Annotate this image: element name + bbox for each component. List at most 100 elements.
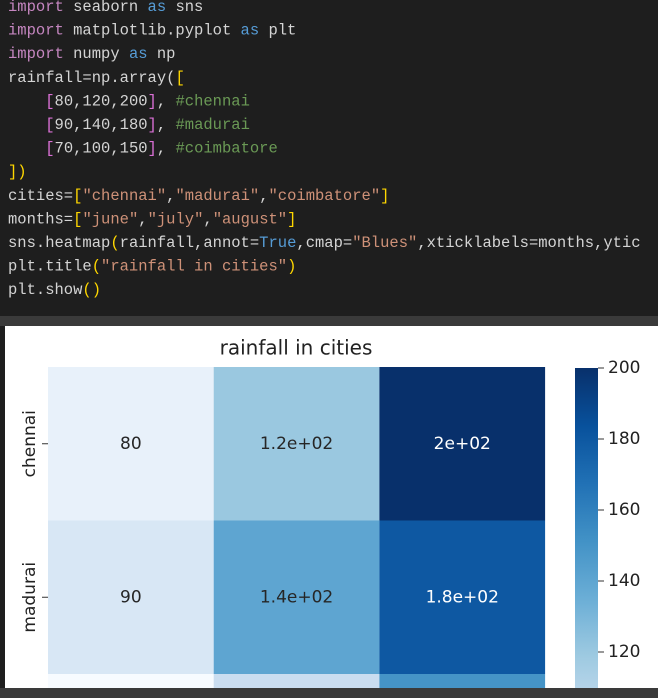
code-token: numpy xyxy=(64,45,129,63)
heatmap-cell xyxy=(48,674,214,688)
code-token: import xyxy=(8,45,64,63)
heatmap-cell xyxy=(213,367,380,521)
y-tick-label: chennai xyxy=(20,410,40,477)
code-token: [ xyxy=(45,92,54,110)
code-token: ,xticklabels=months,ytic xyxy=(417,234,640,252)
cell-label: 1.2e+02 xyxy=(260,434,333,454)
code-line: import matplotlib.pyplot as plt xyxy=(8,22,296,40)
heatmap-cell xyxy=(379,520,546,674)
code-token: ] xyxy=(148,140,157,158)
code-token xyxy=(8,140,45,158)
code-line: cities=["chennai","madurai","coimbatore"… xyxy=(8,187,389,205)
code-token: "coimbatore" xyxy=(269,187,381,205)
chart-title: rainfall in cities xyxy=(220,336,373,360)
code-token: np xyxy=(148,45,176,63)
code-line: rainfall=np.array([ xyxy=(8,69,185,87)
cell-label: 1.8e+02 xyxy=(426,587,499,607)
colorbar-tick-label: 120 xyxy=(608,642,640,662)
code-token: as xyxy=(241,22,260,40)
code-token: #madurai xyxy=(175,116,249,134)
code-token: "rainfall in cities" xyxy=(101,258,287,276)
code-token: import xyxy=(8,0,64,16)
code-token: () xyxy=(82,281,101,299)
code-token xyxy=(8,92,45,110)
code-line: plt.show() xyxy=(8,281,101,299)
code-token: , xyxy=(203,210,212,228)
code-line: months=["june","july","august"] xyxy=(8,210,296,228)
colorbar-tick-label: 140 xyxy=(608,571,640,591)
colorbar xyxy=(575,368,598,698)
code-token: ,cmap= xyxy=(296,234,352,252)
output-divider xyxy=(0,316,658,326)
code-token: ] xyxy=(148,116,157,134)
code-line: [70,100,150], #coimbatore xyxy=(8,140,278,158)
output-footer xyxy=(0,688,658,698)
code-token: plt.show xyxy=(8,281,83,299)
code-token: #chennai xyxy=(175,92,249,110)
code-token: seaborn xyxy=(64,0,148,16)
code-token: import xyxy=(8,22,64,40)
code-line: [90,140,180], #madurai xyxy=(8,116,250,134)
code-token: 70,100,150 xyxy=(55,140,148,158)
code-line: import numpy as np xyxy=(8,45,175,63)
y-tick-label: madurai xyxy=(20,562,40,633)
code-token: plt xyxy=(259,22,296,40)
code-token: months= xyxy=(8,210,73,228)
heatmap-cell xyxy=(48,367,214,521)
code-token: "june" xyxy=(82,210,138,228)
code-token: rainfall=np.array( xyxy=(8,69,175,87)
code-token: "august" xyxy=(213,210,287,228)
heatmap-cell xyxy=(213,674,380,688)
cell-label: 90 xyxy=(120,587,142,607)
code-token: ) xyxy=(287,258,296,276)
code-token: , xyxy=(157,116,176,134)
code-token: , xyxy=(157,140,176,158)
code-token: , xyxy=(138,210,147,228)
heatmap-cell xyxy=(213,520,380,674)
code-token: ] xyxy=(148,92,157,110)
code-token: matplotlib.pyplot xyxy=(64,22,241,40)
colorbar-tick-label: 200 xyxy=(608,358,640,378)
code-token: , xyxy=(157,92,176,110)
code-token: 90,140,180 xyxy=(55,116,148,134)
code-token: as xyxy=(129,45,148,63)
heatmap-cell xyxy=(48,520,214,674)
code-token: , xyxy=(166,187,175,205)
colorbar-tick-label: 160 xyxy=(608,500,640,520)
code-token: 80,120,200 xyxy=(55,92,148,110)
code-line: [80,120,200], #chennai xyxy=(8,92,250,110)
code-editor xyxy=(0,0,658,316)
code-token: sns.heatmap xyxy=(8,234,110,252)
code-token: [ xyxy=(73,187,82,205)
code-token: plt.title xyxy=(8,258,92,276)
code-line: ]) xyxy=(8,163,27,181)
colorbar-tick-label: 180 xyxy=(608,429,640,449)
code-token: [ xyxy=(175,69,184,87)
code-token: #coimbatore xyxy=(175,140,277,158)
code-line: sns.heatmap(rainfall,annot=True,cmap="Bl… xyxy=(8,234,641,252)
heatmap-cell xyxy=(379,674,546,688)
code-line: import seaborn as sns xyxy=(8,0,203,16)
code-token: "Blues" xyxy=(352,234,417,252)
code-token: [ xyxy=(45,140,54,158)
cell-label: 1.4e+02 xyxy=(260,587,333,607)
code-token: ] xyxy=(287,210,296,228)
code-token: ] xyxy=(380,187,389,205)
code-token: rainfall,annot= xyxy=(120,234,260,252)
code-token: [ xyxy=(45,116,54,134)
code-token: ( xyxy=(110,234,119,252)
code-token: [ xyxy=(73,210,82,228)
code-token: "chennai" xyxy=(82,187,166,205)
heatmap: rainfall in cities 80 1.2e+02 2e+02 chennai… xyxy=(20,336,640,698)
cell-label: 2e+02 xyxy=(434,434,491,454)
code-token: ]) xyxy=(8,163,27,181)
heatmap-cell xyxy=(379,367,546,521)
code-token: cities= xyxy=(8,187,73,205)
code-token: as xyxy=(148,0,167,16)
code-token: ( xyxy=(92,258,101,276)
cell-label: 80 xyxy=(120,434,142,454)
code-token: sns xyxy=(166,0,203,16)
